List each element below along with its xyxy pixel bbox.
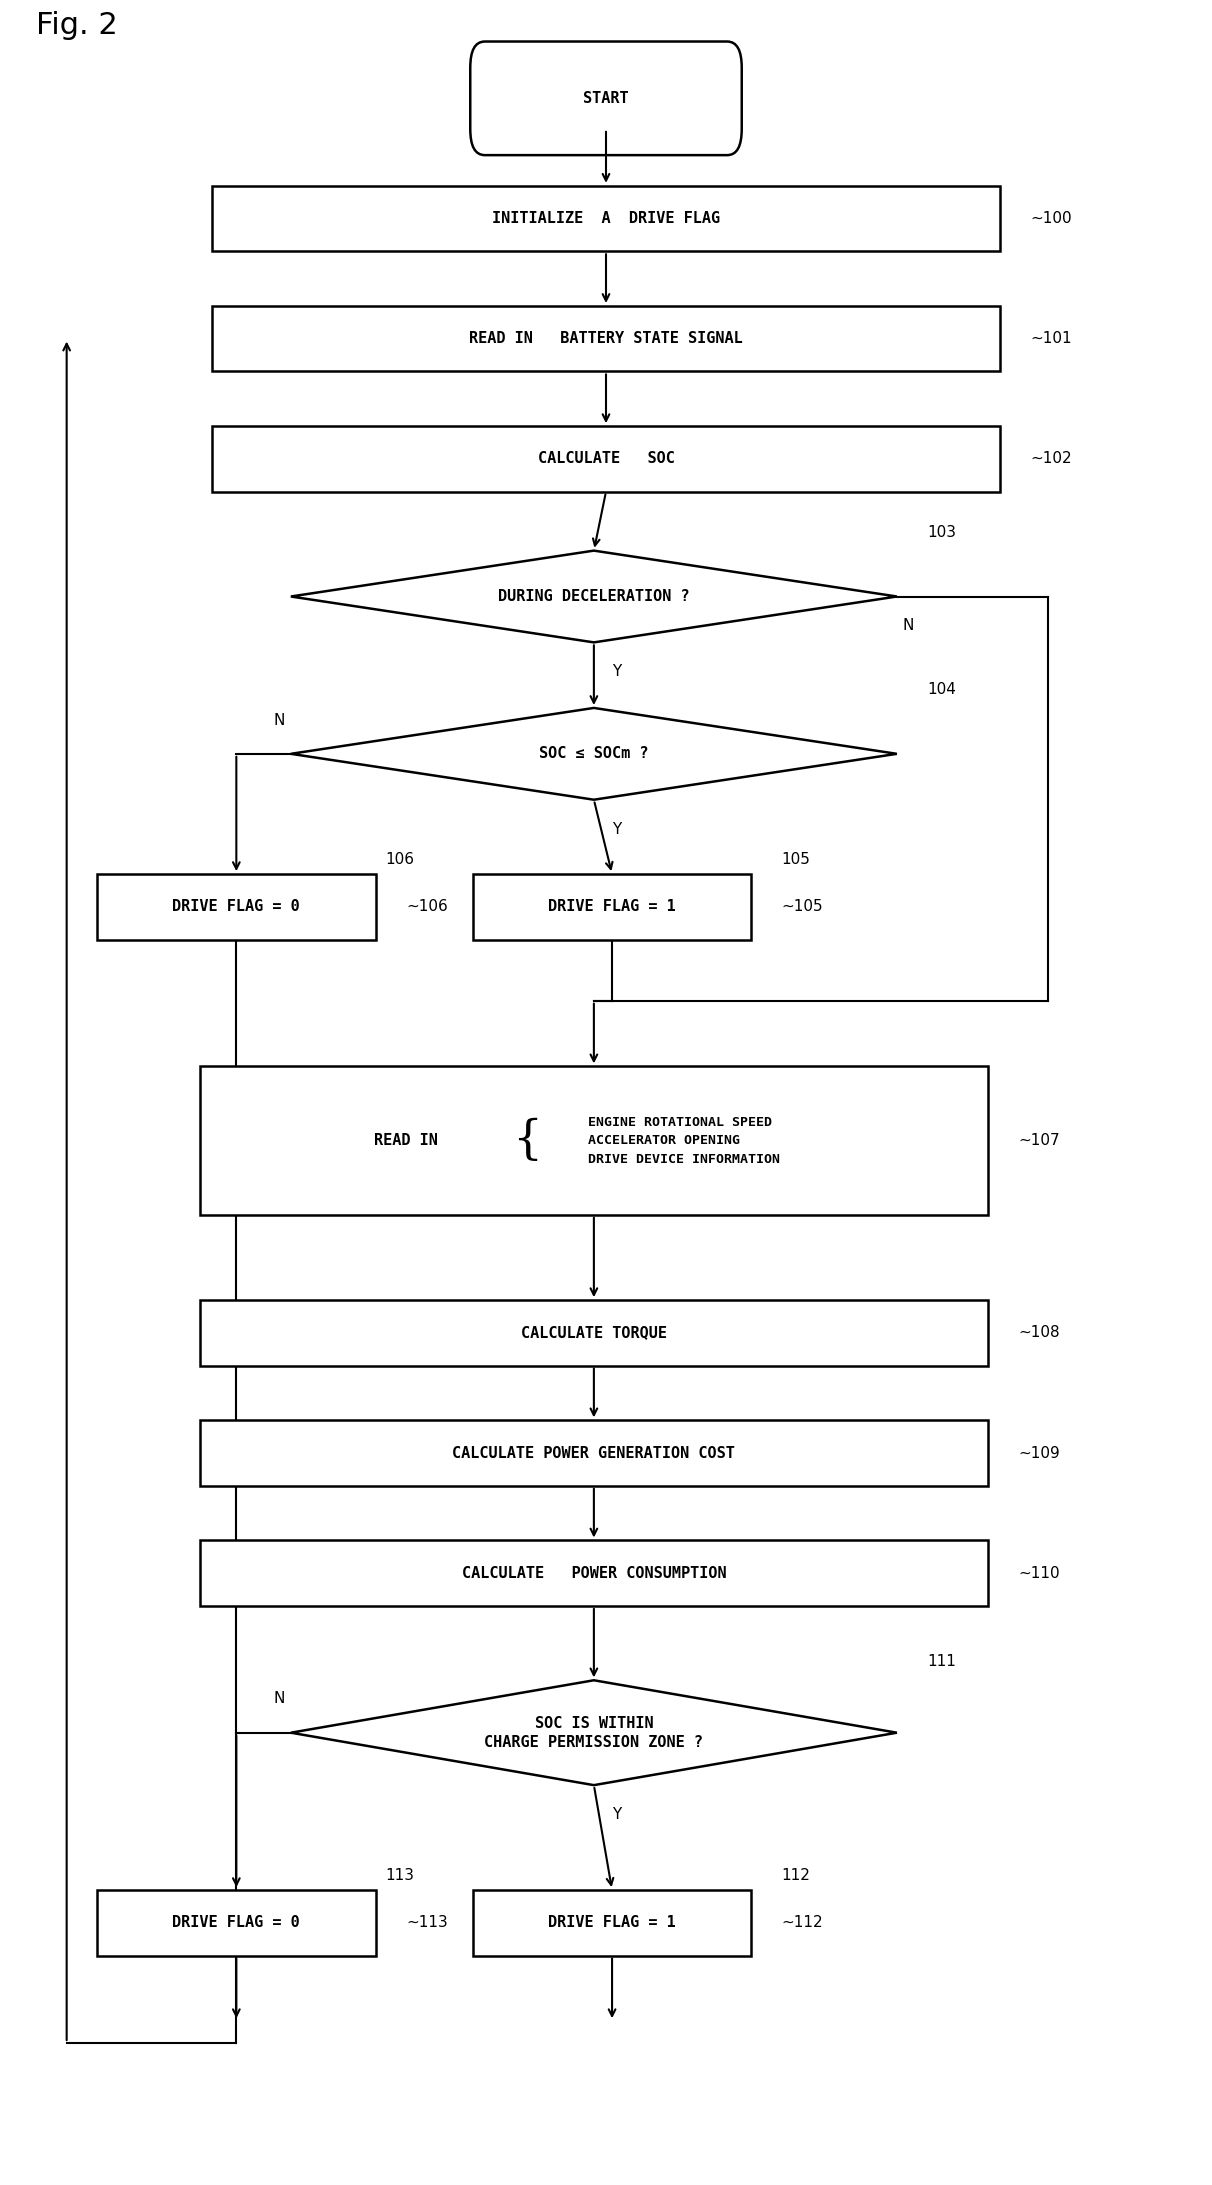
- Text: ∼108: ∼108: [1018, 1326, 1059, 1339]
- Text: 111: 111: [927, 1654, 956, 1669]
- Text: SOC ≤ SOCm ?: SOC ≤ SOCm ?: [539, 747, 648, 760]
- Text: DRIVE FLAG = 1: DRIVE FLAG = 1: [548, 900, 676, 913]
- Text: ∼112: ∼112: [782, 1916, 823, 1929]
- Bar: [200, 1540, 988, 1606]
- Bar: [97, 874, 376, 940]
- Text: INITIALIZE  A  DRIVE FLAG: INITIALIZE A DRIVE FLAG: [492, 212, 720, 225]
- Bar: [97, 1890, 376, 1956]
- Bar: [212, 426, 1000, 492]
- FancyBboxPatch shape: [470, 42, 742, 155]
- Text: ∼107: ∼107: [1018, 1134, 1059, 1147]
- Text: 112: 112: [782, 1868, 811, 1883]
- Text: ∼101: ∼101: [1030, 332, 1071, 345]
- Text: 113: 113: [385, 1868, 415, 1883]
- Text: ENGINE ROTATIONAL SPEED
ACCELERATOR OPENING
DRIVE DEVICE INFORMATION: ENGINE ROTATIONAL SPEED ACCELERATOR OPEN…: [588, 1117, 779, 1165]
- Text: ∼105: ∼105: [782, 900, 823, 913]
- Text: START: START: [583, 92, 629, 105]
- Text: {: {: [513, 1119, 542, 1162]
- Text: CALCULATE   POWER CONSUMPTION: CALCULATE POWER CONSUMPTION: [462, 1567, 726, 1580]
- Text: 106: 106: [385, 852, 415, 867]
- Bar: [473, 874, 751, 940]
- Text: DRIVE FLAG = 0: DRIVE FLAG = 0: [172, 1916, 301, 1929]
- Text: ∼109: ∼109: [1018, 1446, 1059, 1460]
- Text: ∼100: ∼100: [1030, 212, 1071, 225]
- Text: ∼102: ∼102: [1030, 452, 1071, 465]
- Bar: [473, 1890, 751, 1956]
- Text: 103: 103: [927, 524, 956, 540]
- Text: SOC IS WITHIN
CHARGE PERMISSION ZONE ?: SOC IS WITHIN CHARGE PERMISSION ZONE ?: [485, 1715, 703, 1750]
- Text: ∼110: ∼110: [1018, 1567, 1059, 1580]
- Polygon shape: [291, 708, 897, 800]
- Text: DRIVE FLAG = 0: DRIVE FLAG = 0: [172, 900, 301, 913]
- Bar: [200, 1420, 988, 1486]
- Text: N: N: [903, 618, 914, 634]
- Text: READ IN: READ IN: [375, 1134, 438, 1147]
- Text: N: N: [274, 712, 285, 728]
- Polygon shape: [291, 1680, 897, 1785]
- Text: ∼106: ∼106: [406, 900, 447, 913]
- Text: 105: 105: [782, 852, 811, 867]
- Text: CALCULATE   SOC: CALCULATE SOC: [538, 452, 674, 465]
- Bar: [212, 186, 1000, 251]
- Text: Y: Y: [612, 822, 622, 837]
- Text: DURING DECELERATION ?: DURING DECELERATION ?: [498, 590, 690, 603]
- Bar: [200, 1300, 988, 1366]
- Text: N: N: [274, 1691, 285, 1706]
- Text: 104: 104: [927, 682, 956, 697]
- Bar: [212, 306, 1000, 371]
- Text: Fig. 2: Fig. 2: [36, 11, 118, 39]
- Text: CALCULATE POWER GENERATION COST: CALCULATE POWER GENERATION COST: [452, 1446, 736, 1460]
- Text: CALCULATE TORQUE: CALCULATE TORQUE: [521, 1326, 667, 1339]
- Text: Y: Y: [612, 1807, 622, 1822]
- Text: READ IN   BATTERY STATE SIGNAL: READ IN BATTERY STATE SIGNAL: [469, 332, 743, 345]
- Bar: [200, 1066, 988, 1215]
- Text: DRIVE FLAG = 1: DRIVE FLAG = 1: [548, 1916, 676, 1929]
- Polygon shape: [291, 551, 897, 642]
- Text: ∼113: ∼113: [406, 1916, 447, 1929]
- Text: Y: Y: [612, 664, 622, 680]
